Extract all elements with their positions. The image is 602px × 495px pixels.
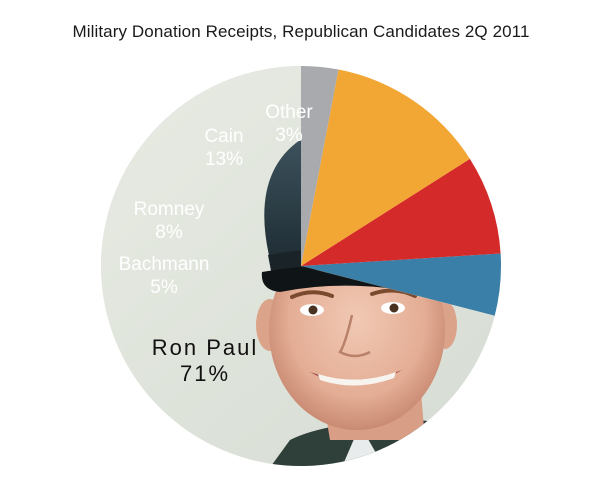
pie-slice-cain — [301, 69, 470, 266]
slice-percent-ron-paul: 71% — [180, 361, 230, 386]
slice-name-romney: Romney — [134, 199, 205, 220]
slice-percent-cain: 13% — [205, 149, 243, 170]
pie-slice-romney — [301, 158, 501, 266]
chart-title: Military Donation Receipts, Republican C… — [72, 22, 530, 41]
slice-name-cain: Cain — [204, 126, 243, 147]
slice-percent-bachmann: 5% — [150, 277, 178, 298]
slice-percent-other: 3% — [275, 125, 303, 146]
pie-slice-bachmann — [301, 253, 502, 316]
pie-slice-other — [301, 66, 339, 266]
slice-name-other: Other — [265, 102, 313, 123]
slice-name-bachmann: Bachmann — [119, 254, 210, 275]
slice-name-ron-paul: Ron Paul — [152, 335, 259, 360]
slice-percent-romney: 8% — [155, 222, 183, 243]
